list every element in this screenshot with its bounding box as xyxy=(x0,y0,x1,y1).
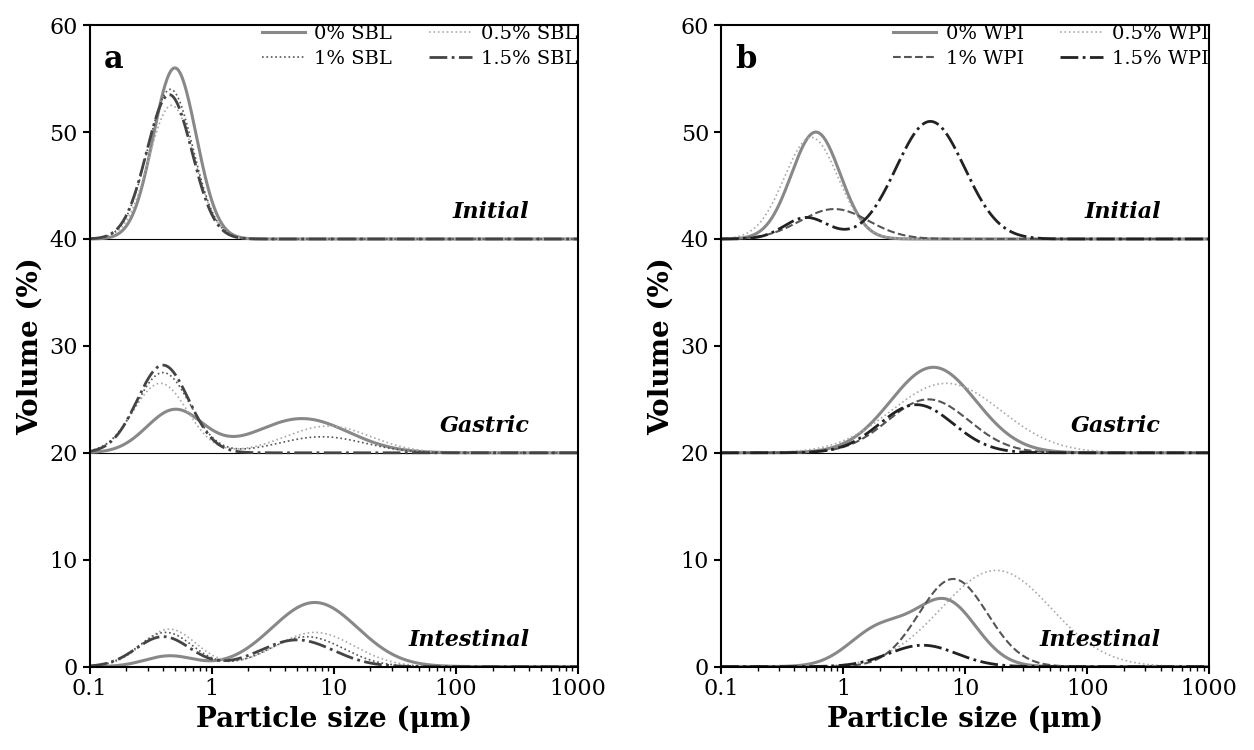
Text: Intestinal: Intestinal xyxy=(408,628,529,650)
Text: Gastric: Gastric xyxy=(1071,415,1160,436)
Text: Initial: Initial xyxy=(453,201,529,223)
Y-axis label: Volume (%): Volume (%) xyxy=(648,257,675,435)
Text: a: a xyxy=(104,44,124,76)
Text: Gastric: Gastric xyxy=(439,415,529,436)
Text: Initial: Initial xyxy=(1083,201,1160,223)
Y-axis label: Volume (%): Volume (%) xyxy=(16,257,44,435)
Text: Intestinal: Intestinal xyxy=(1040,628,1160,650)
X-axis label: Particle size (μm): Particle size (μm) xyxy=(826,706,1102,734)
Legend: 0.5% WPI, 1.5% WPI: 0.5% WPI, 1.5% WPI xyxy=(1060,26,1209,68)
Legend: 0.5% SBL, 1.5% SBL: 0.5% SBL, 1.5% SBL xyxy=(429,26,578,68)
Text: b: b xyxy=(735,44,756,76)
X-axis label: Particle size (μm): Particle size (μm) xyxy=(196,706,472,734)
